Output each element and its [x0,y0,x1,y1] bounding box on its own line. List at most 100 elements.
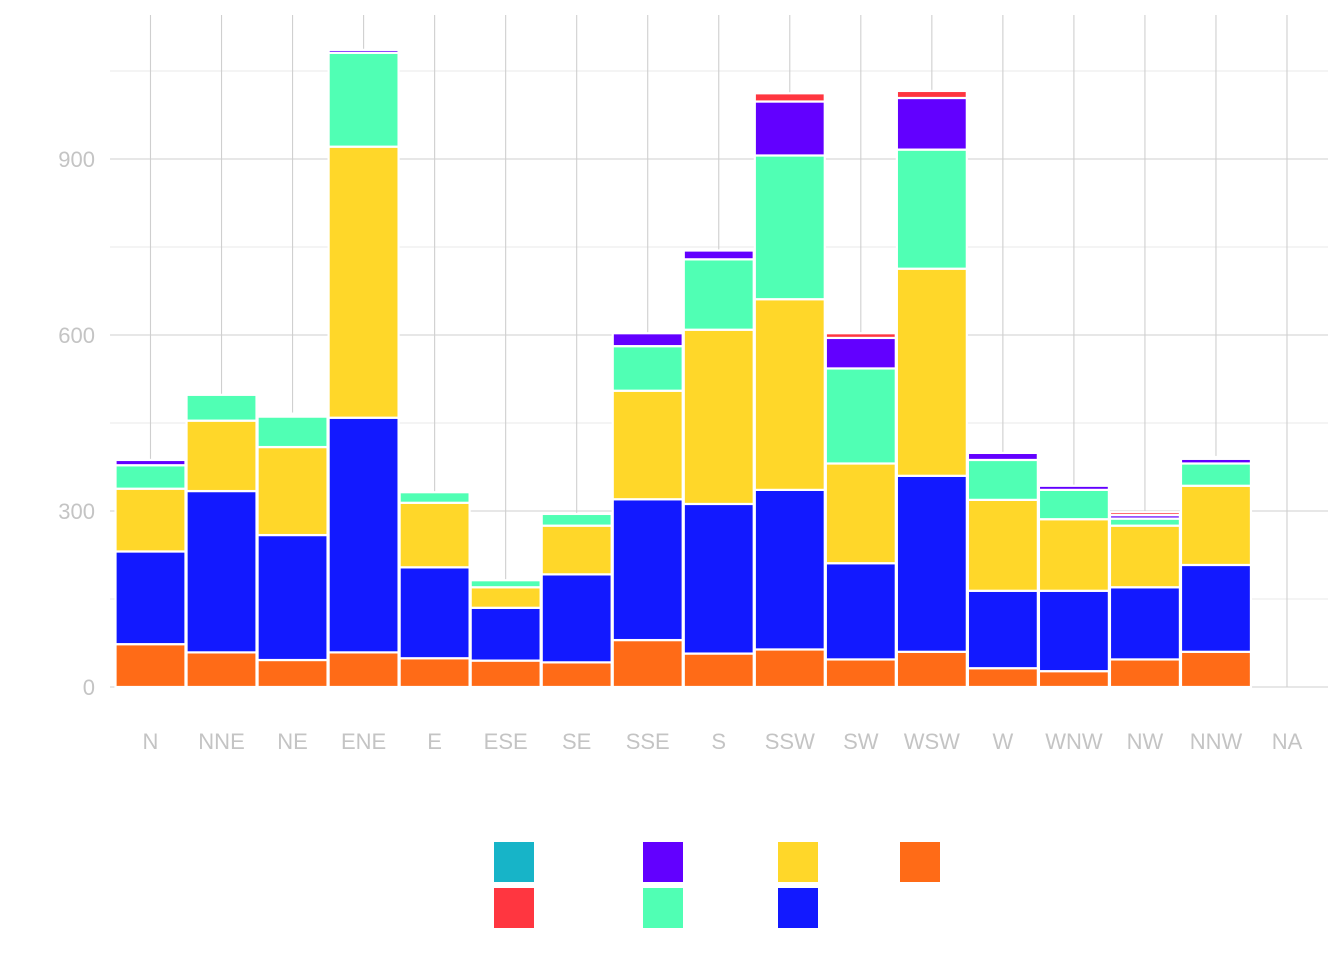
y-tick-labels: 0 300 600 900 [58,147,95,700]
x-tick-label: WSW [904,729,960,754]
bar-segment-nnw-4 [1179,484,1253,567]
bar-segment-ssw-1 [753,92,826,103]
y-tick-label: 0 [83,675,95,700]
x-tick-label: NE [277,729,308,754]
bar-segment-wnw-5 [1037,589,1110,673]
bar-segment-s-2 [682,249,755,261]
bar-segment-ne-5 [256,533,329,662]
legend [494,842,940,928]
x-tick-label: SE [562,729,591,754]
bar-segment-n-2 [114,458,187,467]
x-tick-label: S [711,729,726,754]
legend-swatch-3 [643,888,683,928]
bar-segment-ssw-3 [753,154,826,301]
bar-segment-sw-1 [824,332,897,340]
bar-segment-n-3 [114,464,187,490]
bar-segment-sse-2 [611,332,684,348]
x-tick-label: SW [843,729,879,754]
bar-segment-n-6 [114,643,187,689]
bar-segment-wnw-2 [1037,484,1110,491]
legend-swatch-1 [494,888,534,928]
bar-segment-ene-4 [327,145,400,419]
bar-segment-nne-4 [185,419,258,493]
bar-segment-n-4 [114,487,187,553]
bar-segment-nne-3 [185,393,258,422]
bar-segment-wsw-4 [895,267,968,477]
bar-segment-ne-6 [256,658,329,689]
y-tick-label: 300 [58,499,95,524]
bar-segment-ese-5 [469,606,542,662]
x-tick-label: WNW [1045,729,1103,754]
bar-segment-ene-6 [327,651,400,689]
bar-segment-wsw-6 [895,650,968,689]
bar-segment-sw-4 [824,462,897,565]
bar-segment-sw-5 [824,562,897,661]
bar-segment-se-6 [540,661,613,689]
bar-segment-n-5 [114,550,187,646]
x-tick-label: NNW [1190,729,1243,754]
bar-segment-w-3 [966,458,1039,501]
bar-segment-e-3 [398,491,471,504]
bar-segment-w-6 [966,667,1039,689]
x-tick-label: ENE [341,729,386,754]
legend-swatch-2 [643,842,683,882]
bar-segment-s-3 [682,258,755,331]
x-tick-label: NW [1127,729,1164,754]
x-tick-label: NNE [198,729,244,754]
bar-segment-se-4 [540,524,613,576]
bar-segment-nne-6 [185,651,258,689]
bar-segment-e-5 [398,566,471,660]
bar-segment-nne-5 [185,489,258,654]
x-tick-label: W [992,729,1013,754]
bar-segment-e-6 [398,657,471,689]
legend-swatch-4 [778,842,818,882]
legend-swatch-5 [778,888,818,928]
bar-segment-s-6 [682,652,755,689]
bar-segment-ne-3 [256,415,329,449]
x-tick-label: SSE [626,729,670,754]
bar-segment-ssw-4 [753,298,826,491]
bar-segment-nnw-1 [1179,455,1253,460]
bar-segment-sse-6 [611,638,684,689]
bar-segment-s-5 [682,502,755,655]
bar-segment-ssw-5 [753,488,826,651]
y-tick-label: 900 [58,147,95,172]
bar-segment-ese-3 [469,579,542,589]
bar-segment-w-5 [966,589,1039,670]
bar-segment-se-3 [540,512,613,527]
bar-segment-nnw-5 [1179,563,1253,653]
bar-segment-ene-2 [327,48,400,54]
bar-segment-nnw-6 [1179,650,1253,689]
y-tick-label: 600 [58,323,95,348]
bar-segment-wsw-1 [895,89,968,100]
bar-segment-wnw-6 [1037,670,1110,689]
bar-segment-se-5 [540,573,613,664]
bar-segment-ese-4 [469,586,542,609]
bar-segment-nw-1 [1108,511,1182,517]
bar-segment-ssw-2 [753,100,826,157]
bar-segment-nw-5 [1108,586,1182,661]
bar-segment-sw-2 [824,336,897,370]
bar-segment-ne-1 [256,412,329,417]
bar-segment-sse-3 [611,345,684,392]
bar-segment-w-2 [966,451,1039,462]
bar-segment-e-4 [398,501,471,569]
x-tick-label: E [427,729,442,754]
bar-segment-w-4 [966,498,1039,592]
bar-segment-ssw-6 [753,648,826,689]
bar-segment-ese-6 [469,659,542,689]
bar-segment-ne-4 [256,445,329,537]
bar-segment-wsw-3 [895,148,968,270]
bar-segment-sw-3 [824,367,897,465]
x-tick-label: ESE [484,729,528,754]
x-tick-label: NA [1272,729,1303,754]
bar-segment-nw-6 [1108,658,1182,689]
bar-segment-sse-4 [611,389,684,501]
bar-segment-wsw-5 [895,474,968,653]
bars [114,48,1253,689]
x-tick-label: SSW [765,729,815,754]
bar-segment-wnw-4 [1037,518,1110,592]
bar-segment-sse-5 [611,498,684,642]
bar-segment-ene-5 [327,416,400,654]
